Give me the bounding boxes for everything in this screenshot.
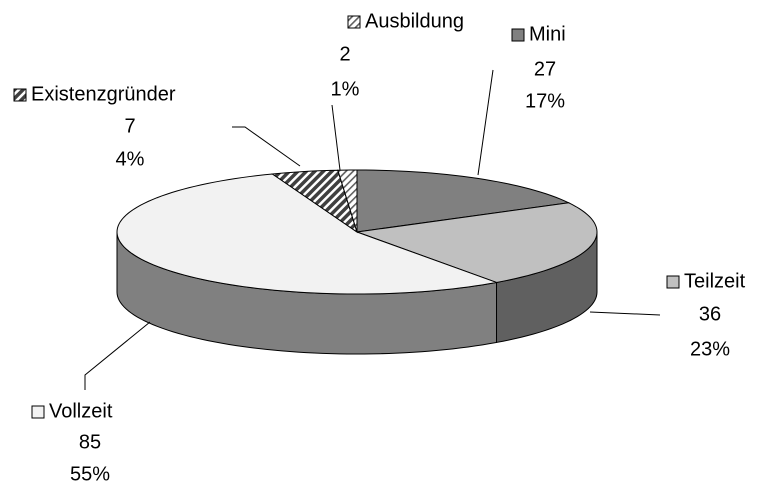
pie-slice [270, 169, 358, 234]
percent-label: 4% [116, 148, 145, 170]
leader-line [589, 311, 661, 316]
category-label: Existenzgründer [31, 83, 176, 105]
leader-line [477, 69, 494, 176]
category-label: Mini [529, 23, 566, 45]
pie-tops [116, 169, 598, 295]
labels: Mini2717%Teilzeit3623%Vollzeit8555%Exist… [13, 10, 746, 485]
percent-label: 17% [525, 90, 565, 112]
legend-swatch [13, 88, 27, 102]
leader-line [84, 321, 151, 390]
legend-swatch [31, 405, 45, 419]
legend-swatch [511, 28, 525, 42]
value-label: 36 [699, 303, 721, 325]
category-label: Vollzeit [49, 400, 113, 422]
value-label: 27 [534, 58, 556, 80]
category-label: Teilzeit [684, 270, 746, 292]
legend-swatch [666, 275, 680, 289]
percent-label: 1% [331, 78, 360, 100]
pie-slice [356, 169, 571, 233]
leader-line [331, 104, 341, 171]
pie-slice [337, 169, 358, 233]
category-label: Ausbildung [365, 10, 464, 32]
legend-swatch [347, 15, 361, 29]
percent-label: 55% [70, 463, 110, 485]
value-label: 2 [339, 43, 350, 65]
leader-line [232, 126, 301, 167]
pie-slice [356, 202, 598, 283]
value-label: 7 [124, 115, 135, 137]
pie-slice [116, 173, 499, 295]
value-label: 85 [79, 431, 101, 453]
percent-label: 23% [690, 338, 730, 360]
